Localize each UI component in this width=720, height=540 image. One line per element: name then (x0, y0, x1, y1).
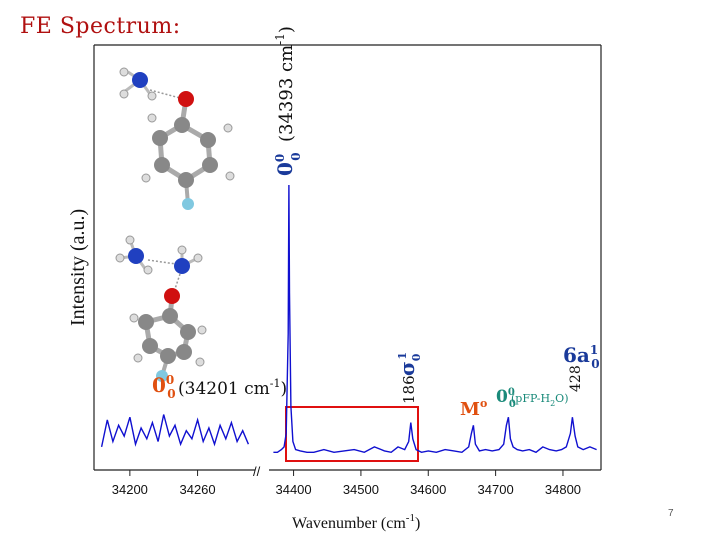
y-axis-title: Intensity (a.u.) (67, 209, 89, 326)
x-axis-title: Wavenumber (cm-1) (292, 512, 420, 532)
m-label: Mo (460, 397, 487, 420)
x-tick-label: 34800 (545, 482, 581, 497)
vib-mode-label: 6a1 0 (563, 343, 600, 371)
molecule-diammonia-phenol-icon (115, 235, 207, 382)
sigma-mode-label: σ01 (395, 352, 423, 376)
highlight-box (285, 406, 419, 462)
x-tick-label: 34400 (275, 482, 311, 497)
pff-label: 00 0 (496, 387, 516, 410)
sigma-mode-number: 186 (400, 375, 418, 404)
monomer-value: (34201 cm-1) (178, 377, 287, 399)
plot-frame (93, 44, 602, 471)
x-tick-label: 34500 (343, 482, 379, 497)
monomer-label: 00 0 (152, 373, 176, 401)
spectrum-trace-left (100, 414, 250, 448)
vib-mode-number: 428 (568, 365, 584, 392)
x-tick-label: 34260 (179, 482, 215, 497)
axis-break: // (253, 464, 261, 479)
x-axis-ticks: 34200 34260 34400 34500 34600 34700 34800 (112, 470, 581, 497)
origin-label: 00 0 (273, 152, 303, 176)
pff-species: (pFP-H2O) (511, 392, 568, 408)
origin-value: (34393 cm-1) (273, 26, 297, 142)
spectrum-trace-right (273, 184, 597, 454)
page-number: 7 (668, 508, 674, 519)
x-tick-label: 34200 (112, 482, 148, 497)
slide-title: FE Spectrum: (20, 14, 181, 39)
x-tick-label: 34600 (410, 482, 446, 497)
x-tick-label: 34700 (478, 482, 514, 497)
molecule-ammonia-phenol-icon (119, 67, 235, 210)
